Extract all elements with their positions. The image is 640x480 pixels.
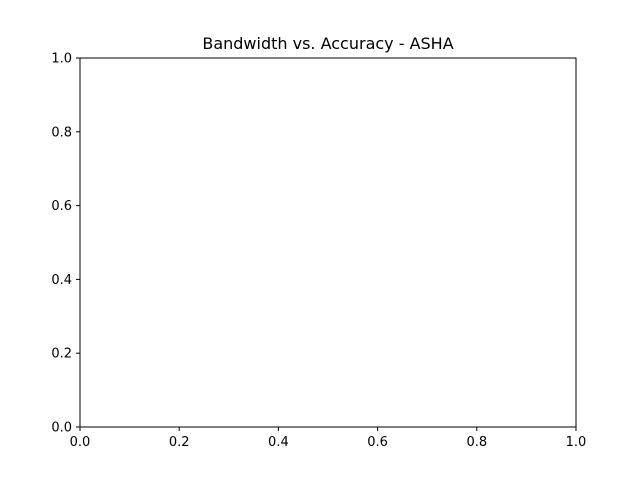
y-tick-label: 0.4 bbox=[51, 273, 72, 288]
y-tick-label: 0.8 bbox=[51, 125, 72, 140]
x-tick-label: 0.8 bbox=[466, 435, 487, 450]
chart-title: Bandwidth vs. Accuracy - ASHA bbox=[202, 34, 453, 53]
y-tick-label: 0.6 bbox=[51, 199, 72, 214]
x-tick-label: 0.2 bbox=[169, 435, 190, 450]
x-tick-label: 0.6 bbox=[367, 435, 388, 450]
x-tick-label: 0.4 bbox=[268, 435, 289, 450]
x-tick-label: 1.0 bbox=[566, 435, 587, 450]
y-tick-label: 1.0 bbox=[51, 52, 72, 67]
y-axis: 0.0 0.2 0.4 0.6 0.8 1.0 bbox=[51, 52, 80, 436]
plot-area bbox=[79, 57, 577, 428]
axes-frame bbox=[79, 57, 577, 428]
y-tick-label: 0.0 bbox=[51, 421, 72, 436]
x-axis: 0.0 0.2 0.4 0.6 0.8 1.0 bbox=[70, 427, 587, 450]
y-tick-label: 0.2 bbox=[51, 347, 72, 362]
x-tick-label: 0.0 bbox=[70, 435, 91, 450]
